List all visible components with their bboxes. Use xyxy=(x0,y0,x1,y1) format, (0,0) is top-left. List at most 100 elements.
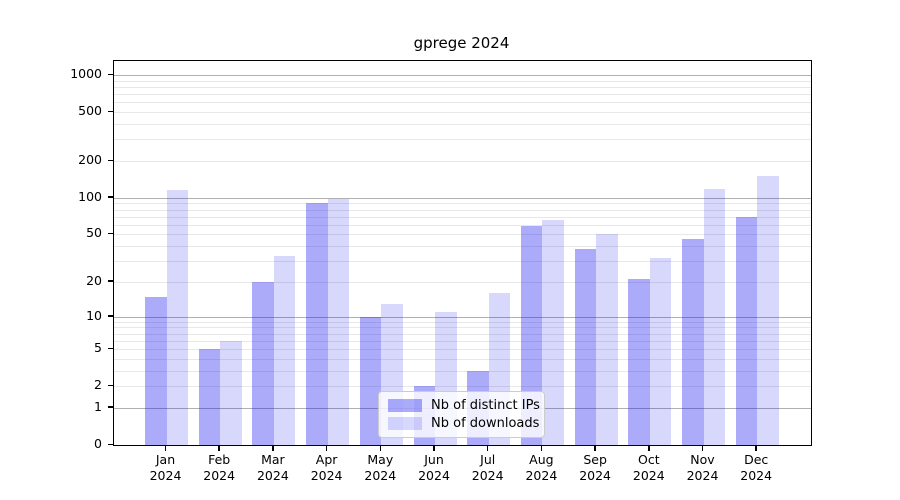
bar-distinct-ips xyxy=(520,225,543,445)
x-tick-label: Feb 2024 xyxy=(189,452,249,484)
x-tick-mark xyxy=(379,445,382,451)
gridline-minor xyxy=(114,203,811,205)
x-tick-label-year: 2024 xyxy=(632,468,665,483)
y-tick-mark xyxy=(108,384,113,387)
y-tick-label: 10 xyxy=(86,307,102,323)
gridline-minor xyxy=(114,209,811,211)
x-tick-label-year: 2024 xyxy=(740,468,773,483)
y-tick-mark xyxy=(108,232,113,235)
y-tick-label: 500 xyxy=(78,103,102,119)
x-tick-label-year: 2024 xyxy=(310,468,343,483)
bar-downloads xyxy=(220,340,242,445)
x-tick-mark xyxy=(486,445,489,451)
x-tick-label-year: 2024 xyxy=(579,468,611,483)
gridline-minor xyxy=(114,349,811,351)
legend: Nb of distinct IPs Nb of downloads xyxy=(378,391,545,438)
bar-downloads xyxy=(649,257,672,445)
bar-distinct-ips xyxy=(306,203,328,445)
y-tick-label: 20 xyxy=(86,272,102,288)
x-tick-mark xyxy=(701,445,704,451)
bar-downloads xyxy=(757,176,779,445)
legend-item-downloads: Nb of downloads xyxy=(388,416,539,431)
x-tick-mark xyxy=(648,445,650,451)
x-tick-mark xyxy=(755,445,757,451)
gridline-minor xyxy=(114,94,811,96)
gridline-minor xyxy=(114,80,811,82)
y-tick-label: 0 xyxy=(94,436,102,451)
y-tick-label: 200 xyxy=(78,152,102,167)
gridline-minor xyxy=(114,340,811,342)
x-tick-mark xyxy=(218,445,220,451)
y-tick-label: 1 xyxy=(94,398,102,414)
gridline-minor xyxy=(114,102,811,104)
gridline-major xyxy=(114,316,811,318)
x-tick-label: Oct 2024 xyxy=(619,452,679,484)
chart-title: gprege 2024 xyxy=(413,34,510,52)
y-tick-label: 100 xyxy=(78,188,102,204)
x-tick-label: Jul 2024 xyxy=(458,452,518,484)
bar-downloads xyxy=(703,189,725,445)
x-tick-label: Nov 2024 xyxy=(673,452,733,484)
legend-swatch-downloads-icon xyxy=(388,417,422,430)
gridline-minor xyxy=(114,333,811,335)
gridline-minor xyxy=(114,86,811,88)
y-tick-label: 5 xyxy=(94,340,102,356)
legend-label-downloads: Nb of downloads xyxy=(431,416,540,431)
x-tick-label-year: 2024 xyxy=(203,468,236,483)
bar-distinct-ips xyxy=(682,238,704,445)
gridline-minor xyxy=(114,327,811,329)
gridline-minor xyxy=(114,234,811,236)
bar-downloads xyxy=(273,256,296,445)
x-tick-label: Apr 2024 xyxy=(297,452,357,484)
gridline-minor xyxy=(114,224,811,226)
x-tick-mark xyxy=(272,445,274,451)
gridline-minor xyxy=(114,246,811,248)
gridline-minor xyxy=(114,124,811,126)
bar-distinct-ips xyxy=(359,316,382,445)
y-tick-mark xyxy=(108,73,113,76)
x-tick-label: Jun 2024 xyxy=(404,452,464,484)
y-tick-mark xyxy=(108,315,113,317)
gridline-minor xyxy=(114,139,811,141)
y-tick-label: 1000 xyxy=(70,66,102,82)
x-tick-mark xyxy=(540,445,543,451)
gridline-minor xyxy=(114,358,811,360)
gridline-minor xyxy=(114,370,811,372)
bar-downloads xyxy=(327,199,350,445)
x-tick-label-year: 2024 xyxy=(525,468,558,483)
plot-area xyxy=(113,60,812,446)
legend-item-distinct-ips: Nb of distinct IPs xyxy=(388,398,540,413)
y-tick-mark xyxy=(108,406,113,408)
x-tick-label-year: 2024 xyxy=(686,468,719,483)
x-tick-label-year: 2024 xyxy=(256,468,289,483)
x-tick-mark xyxy=(325,445,328,451)
bar-downloads xyxy=(166,190,188,445)
y-tick-mark xyxy=(108,347,113,350)
gridline-minor xyxy=(114,161,811,162)
y-tick-mark xyxy=(108,196,113,198)
bar-distinct-ips xyxy=(574,248,597,445)
gridline-minor xyxy=(114,261,811,263)
x-tick-label-year: 2024 xyxy=(471,468,504,483)
bar-downloads xyxy=(542,219,564,445)
x-tick-label: Jan 2024 xyxy=(136,452,196,484)
x-tick-label: Dec 2024 xyxy=(726,452,786,484)
x-tick-label: Aug 2024 xyxy=(511,452,571,484)
x-tick-label-year: 2024 xyxy=(418,468,450,483)
bar-distinct-ips xyxy=(735,216,758,445)
gridline-major xyxy=(114,75,811,77)
gridline-minor xyxy=(114,321,811,323)
gridline-minor xyxy=(114,216,811,218)
y-tick-mark xyxy=(108,110,113,113)
bar-distinct-ips xyxy=(628,279,650,445)
x-tick-label-year: 2024 xyxy=(364,468,397,483)
x-tick-label: May 2024 xyxy=(350,452,410,484)
y-tick-label: 50 xyxy=(86,225,102,241)
bar-distinct-ips xyxy=(145,296,167,445)
y-tick-mark xyxy=(108,159,113,161)
legend-swatch-distinct-ips-icon xyxy=(388,399,422,412)
gridline-major xyxy=(114,197,811,199)
gridline-minor xyxy=(114,386,811,388)
x-tick-label: Sep 2024 xyxy=(565,452,625,484)
